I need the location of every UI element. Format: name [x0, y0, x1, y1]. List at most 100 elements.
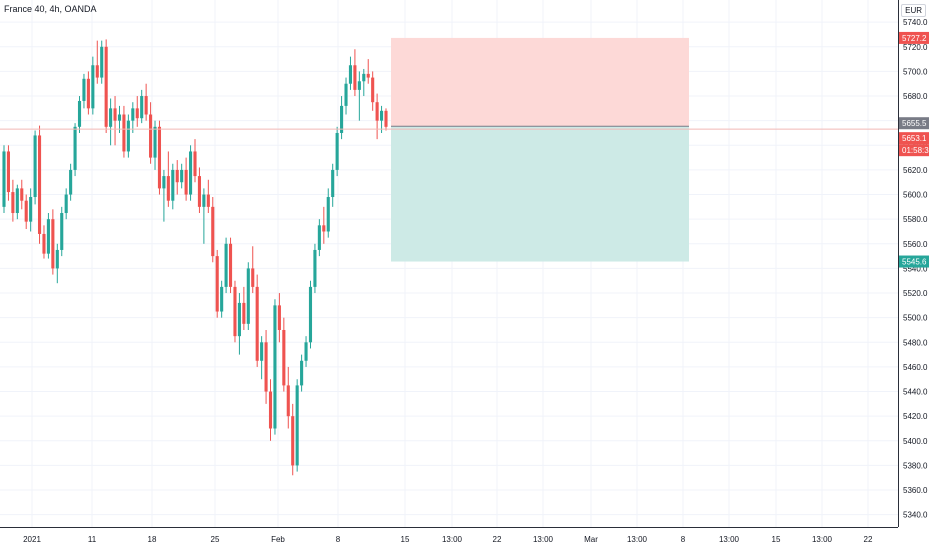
candle-body — [380, 110, 384, 121]
candle-body — [286, 385, 290, 417]
candle-body — [24, 200, 28, 222]
position-zones[interactable] — [391, 37, 689, 262]
x-tick-label: Mar — [584, 535, 598, 544]
candle — [55, 243, 59, 284]
candle-body — [166, 176, 170, 201]
candle-body — [69, 169, 73, 195]
x-tick-label: 22 — [864, 535, 873, 544]
candle — [162, 169, 166, 222]
x-tick-label: 15 — [772, 535, 781, 544]
candle — [73, 123, 77, 177]
candle — [171, 163, 175, 210]
candle — [353, 49, 357, 97]
candle-body — [6, 151, 10, 193]
candle — [113, 96, 117, 146]
candle-body — [175, 169, 179, 183]
x-tick-label: 25 — [211, 535, 220, 544]
candle-body — [109, 108, 113, 127]
candle — [237, 293, 241, 355]
candle — [193, 139, 197, 183]
stop-loss-zone[interactable] — [391, 37, 689, 127]
candle-body — [82, 78, 86, 101]
candle — [362, 68, 366, 97]
candle-body — [29, 197, 33, 222]
countdown-badge-text: 01:58:38 — [902, 146, 932, 155]
candle — [131, 102, 135, 133]
candle — [228, 237, 233, 294]
candle-body — [184, 169, 188, 195]
candle-body — [2, 151, 6, 207]
candle — [104, 39, 108, 133]
candle — [2, 145, 6, 214]
candle — [286, 366, 290, 429]
candle-body — [55, 249, 59, 269]
stop-price-badge-bg — [899, 31, 929, 44]
candle — [300, 354, 304, 392]
candle-body — [291, 416, 295, 466]
candle-body — [33, 135, 37, 198]
y-tick-label: 5400.0 — [903, 437, 928, 446]
y-tick-label: 5620.0 — [903, 166, 928, 175]
candle — [180, 163, 184, 189]
candle — [233, 280, 237, 343]
candle — [277, 293, 281, 343]
candle — [77, 96, 82, 133]
y-tick-label: 5360.0 — [903, 486, 928, 495]
candle-body — [228, 243, 233, 287]
last-price-badge-bg — [899, 117, 929, 130]
candle-body — [46, 219, 50, 254]
candle — [384, 108, 388, 131]
y-tick-label: 5500.0 — [903, 314, 928, 323]
countdown-badge-bg — [899, 144, 929, 157]
candle-body — [335, 132, 339, 170]
y-tick-label: 5560.0 — [903, 240, 928, 249]
candle-body — [73, 126, 77, 170]
candle-body — [348, 65, 353, 84]
candle-body — [268, 391, 273, 429]
candle — [344, 77, 348, 115]
candle-body — [193, 151, 197, 177]
candle — [157, 120, 162, 195]
x-tick-label: 13:00 — [719, 535, 740, 544]
candle — [33, 130, 37, 205]
candle — [82, 73, 86, 109]
candle-body — [11, 192, 15, 214]
candle-body — [86, 78, 90, 109]
candle — [317, 219, 321, 257]
candle — [140, 89, 144, 124]
candle-body — [366, 73, 370, 78]
candle-body — [157, 126, 162, 189]
y-tick-label: 5600.0 — [903, 191, 928, 200]
candle-body — [131, 108, 135, 121]
candle-body — [308, 286, 313, 343]
x-tick-label: 13:00 — [812, 535, 833, 544]
take-profit-zone[interactable] — [391, 126, 689, 262]
candle-body — [149, 114, 153, 158]
candle — [175, 160, 179, 195]
candle-body — [264, 342, 268, 392]
candle-body — [246, 268, 250, 324]
y-tick-label: 5540.0 — [903, 264, 928, 273]
candle — [100, 40, 104, 84]
candle-body — [300, 360, 304, 386]
candle — [51, 209, 55, 275]
candle — [29, 188, 33, 232]
y-tick-label: 5380.0 — [903, 461, 928, 470]
candle — [291, 403, 295, 476]
candle-body — [295, 385, 299, 466]
candle — [335, 126, 339, 177]
candle — [380, 105, 384, 133]
candle — [304, 336, 308, 367]
candle-body — [126, 120, 130, 152]
candle — [46, 213, 50, 259]
y-tick-label: 5740.0 — [903, 18, 928, 27]
candle — [11, 179, 15, 222]
candle-body — [153, 126, 157, 158]
candle — [264, 329, 268, 404]
currency-badge[interactable]: EUR — [901, 4, 926, 17]
candle — [308, 280, 313, 349]
candle — [268, 379, 273, 441]
candle-body — [144, 96, 148, 115]
